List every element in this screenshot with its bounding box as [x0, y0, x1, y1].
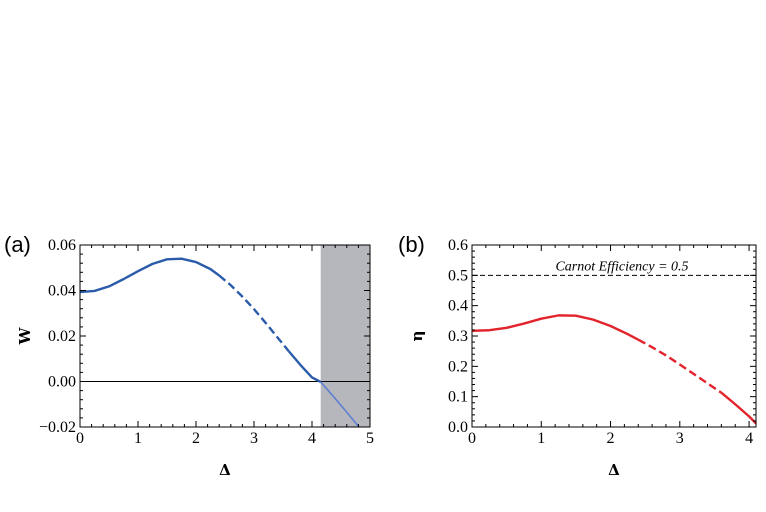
chart-b-curve-segment-0 — [471, 314, 639, 341]
chart-a-ytick-label: 0.06 — [48, 237, 76, 254]
panel-label-b: (b) — [398, 232, 425, 257]
chart-a-xlabel: Δ — [219, 461, 231, 479]
chart-a: 0 1 2 3 4 5 −0.02 0.00 0.02 0.04 0.06 Δ W — [16, 237, 374, 479]
chart-b-reference-label: Carnot Efficiency = 0.5 — [555, 259, 688, 274]
chart-b-xtick-label: 3 — [676, 430, 684, 447]
chart-b-ytick-label: 0.1 — [448, 389, 468, 406]
chart-a-ytick-label: 0.00 — [48, 374, 76, 391]
chart-a-ylabel: W — [16, 326, 34, 345]
chart-a-curve-segment-1 — [218, 274, 290, 353]
chart-a-curve-segment-2 — [287, 350, 322, 384]
chart-a-curve-segment-0 — [79, 257, 220, 294]
chart-a-xtick-label: 1 — [134, 430, 142, 447]
chart-b-ytick-label: 0.4 — [448, 298, 468, 315]
chart-a-xtick-label: 3 — [250, 430, 258, 447]
chart-b-ytick-label: 0.0 — [448, 419, 468, 436]
chart-a-xtick-label: 2 — [192, 430, 200, 447]
chart-b-xtick-label: 2 — [607, 430, 615, 447]
chart-b-xlabel: Δ — [608, 461, 620, 479]
panel-label-a: (a) — [4, 232, 31, 257]
chart-b-ylabel: η — [408, 331, 426, 342]
chart-a-ytick-label: −0.02 — [39, 419, 76, 436]
chart-b: Carnot Efficiency = 0.5 0 1 2 3 4 0.0 0.1 0.2 0.3… — [408, 237, 757, 479]
chart-b-xtick-label: 1 — [537, 430, 545, 447]
chart-b-curve-segment-2 — [720, 391, 757, 425]
chart-b-ytick-label: 0.5 — [448, 267, 468, 284]
chart-b-xtick-label: 0 — [468, 430, 476, 447]
chart-a-curve-segment-3 — [320, 381, 360, 427]
chart-b-ytick-label: 0.3 — [448, 328, 468, 345]
chart-a-xtick-label: 4 — [308, 430, 316, 447]
chart-a-shaded-region — [320, 245, 370, 427]
chart-b-xtick-label: 4 — [745, 430, 753, 447]
chart-a-ytick-label: 0.04 — [48, 283, 76, 300]
chart-a-xtick-label: 5 — [366, 430, 374, 447]
chart-a-ytick-label: 0.02 — [48, 328, 76, 345]
chart-a-xtick-label: 0 — [76, 430, 84, 447]
chart-b-ytick-label: 0.2 — [448, 358, 468, 375]
chart-b-curve-segment-1 — [637, 338, 723, 394]
chart-b-ytick-label: 0.6 — [448, 237, 468, 254]
